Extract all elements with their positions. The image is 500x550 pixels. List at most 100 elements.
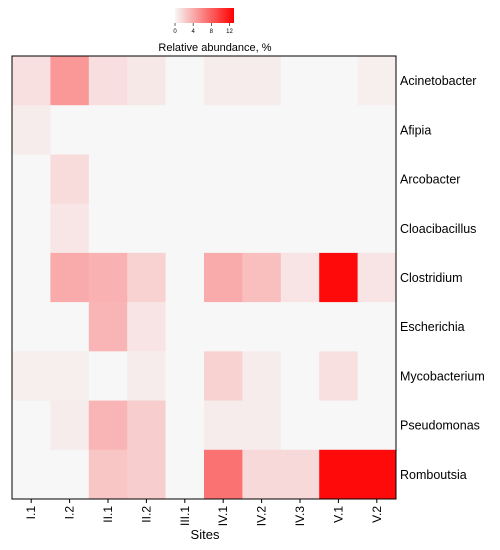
heatmap-cell: [204, 400, 243, 451]
row-label: Clostridium: [400, 271, 463, 285]
heatmap-cell: [204, 351, 243, 402]
heatmap-cell: [280, 56, 320, 106]
heatmap-cell: [319, 203, 359, 254]
heatmap-cell: [242, 56, 282, 106]
heatmap-cell: [127, 56, 167, 106]
heatmap-cell: [204, 154, 243, 205]
colorbar-ticks: 0 4 8 12: [173, 23, 233, 35]
heatmap-cell: [319, 400, 359, 451]
heatmap-cell: [357, 203, 397, 254]
heatmap-cell: [88, 400, 128, 451]
heatmap-cell: [280, 252, 320, 303]
heatmap-cell: [319, 105, 359, 155]
heatmap-cell: [50, 203, 90, 254]
heatmap-cell: [357, 252, 397, 303]
column-label: II.1: [101, 506, 115, 523]
heatmap-cell: [127, 105, 167, 155]
colorbar-tick-label: 4: [191, 29, 195, 35]
heatmap-cell: [204, 302, 243, 352]
heatmap-cell: [127, 449, 167, 500]
colorbar-gradient: [175, 8, 234, 23]
heatmap-cell: [242, 400, 282, 451]
heatmap-cell: [319, 252, 359, 303]
colorbar-tick-label: 8: [210, 29, 214, 35]
heatmap-cell: [127, 400, 167, 451]
heatmap-cell: [50, 400, 90, 451]
heatmap-cell: [50, 302, 90, 352]
heatmap-cell: [165, 351, 205, 402]
heatmap-cell: [280, 351, 320, 402]
heatmap-cell: [88, 351, 128, 402]
heatmap-cell: [280, 154, 320, 205]
heatmap-cell: [204, 203, 243, 254]
x-axis-title: Sites: [191, 527, 220, 542]
heatmap-cell: [242, 351, 282, 402]
heatmap-cell: [127, 154, 167, 205]
heatmap-cell: [165, 203, 205, 254]
heatmap-cell: [357, 154, 397, 205]
heatmap-cell: [88, 449, 128, 500]
heatmap-cell: [204, 449, 243, 500]
heatmap-cell: [204, 252, 243, 303]
heatmap-cell: [280, 105, 320, 155]
column-labels: I.1 I.2 II.1 II.2 III.1 IV.1 IV.2 IV.3 V.1 V.2: [24, 499, 384, 526]
row-label: Afipia: [400, 123, 431, 137]
row-label: Romboutsia: [400, 468, 467, 482]
heatmap-cell: [165, 302, 205, 352]
column-label: II.2: [139, 506, 153, 523]
heatmap-cell: [280, 203, 320, 254]
column-label: III.1: [178, 506, 192, 526]
heatmap-cell: [127, 351, 167, 402]
heatmap-cell: [88, 154, 128, 205]
row-label: Cloacibacillus: [400, 222, 476, 236]
heatmap-cell: [50, 105, 90, 155]
heatmap-cell: [319, 154, 359, 205]
column-label: V.2: [370, 506, 384, 523]
heatmap-cell: [12, 105, 51, 155]
heatmap-cell: [319, 351, 359, 402]
heatmap-cell: [12, 400, 51, 451]
heatmap-cell: [12, 302, 51, 352]
heatmap-cell: [204, 105, 243, 155]
colorbar-legend: 0 4 8 12 Relative abundance, %: [158, 8, 272, 54]
column-label: I.1: [24, 506, 38, 520]
colorbar-tick-label: 0: [173, 29, 177, 35]
heatmap-cell: [357, 56, 397, 106]
heatmap-cell: [50, 252, 90, 303]
heatmap-cell: [88, 105, 128, 155]
heatmap-cell: [165, 154, 205, 205]
heatmap-cell: [357, 351, 397, 402]
heatmap-cell: [204, 56, 243, 106]
heatmap-cell: [88, 56, 128, 106]
heatmap-cell: [127, 302, 167, 352]
heatmap-cell: [12, 449, 51, 500]
row-label: Pseudomonas: [400, 419, 480, 433]
column-label: IV.2: [255, 506, 269, 527]
heatmap-cell: [50, 56, 90, 106]
heatmap-cells: [12, 56, 397, 500]
heatmap-cell: [242, 105, 282, 155]
row-label: Acinetobacter: [400, 74, 476, 88]
heatmap-cell: [127, 203, 167, 254]
plot-frame: [11, 55, 397, 500]
heatmap-cell: [357, 449, 397, 500]
heatmap-cell: [165, 449, 205, 500]
heatmap-cell: [280, 400, 320, 451]
heatmap-cell: [50, 449, 90, 500]
heatmap-cell: [50, 351, 90, 402]
heatmap-cell: [165, 105, 205, 155]
heatmap-cell: [242, 449, 282, 500]
heatmap-cell: [319, 302, 359, 352]
row-label: Escherichia: [400, 320, 465, 334]
heatmap-cell: [357, 302, 397, 352]
heatmap-cell: [88, 252, 128, 303]
column-label: V.1: [331, 506, 345, 523]
row-label: Mycobacterium: [400, 369, 485, 383]
heatmap-cell: [12, 154, 51, 205]
heatmap-cell: [165, 252, 205, 303]
colorbar-tick-label: 12: [226, 29, 233, 35]
heatmap-cell: [242, 302, 282, 352]
row-labels: Acinetobacter Afipia Arcobacter Cloacibacil…: [400, 74, 485, 482]
heatmap-cell: [88, 302, 128, 352]
